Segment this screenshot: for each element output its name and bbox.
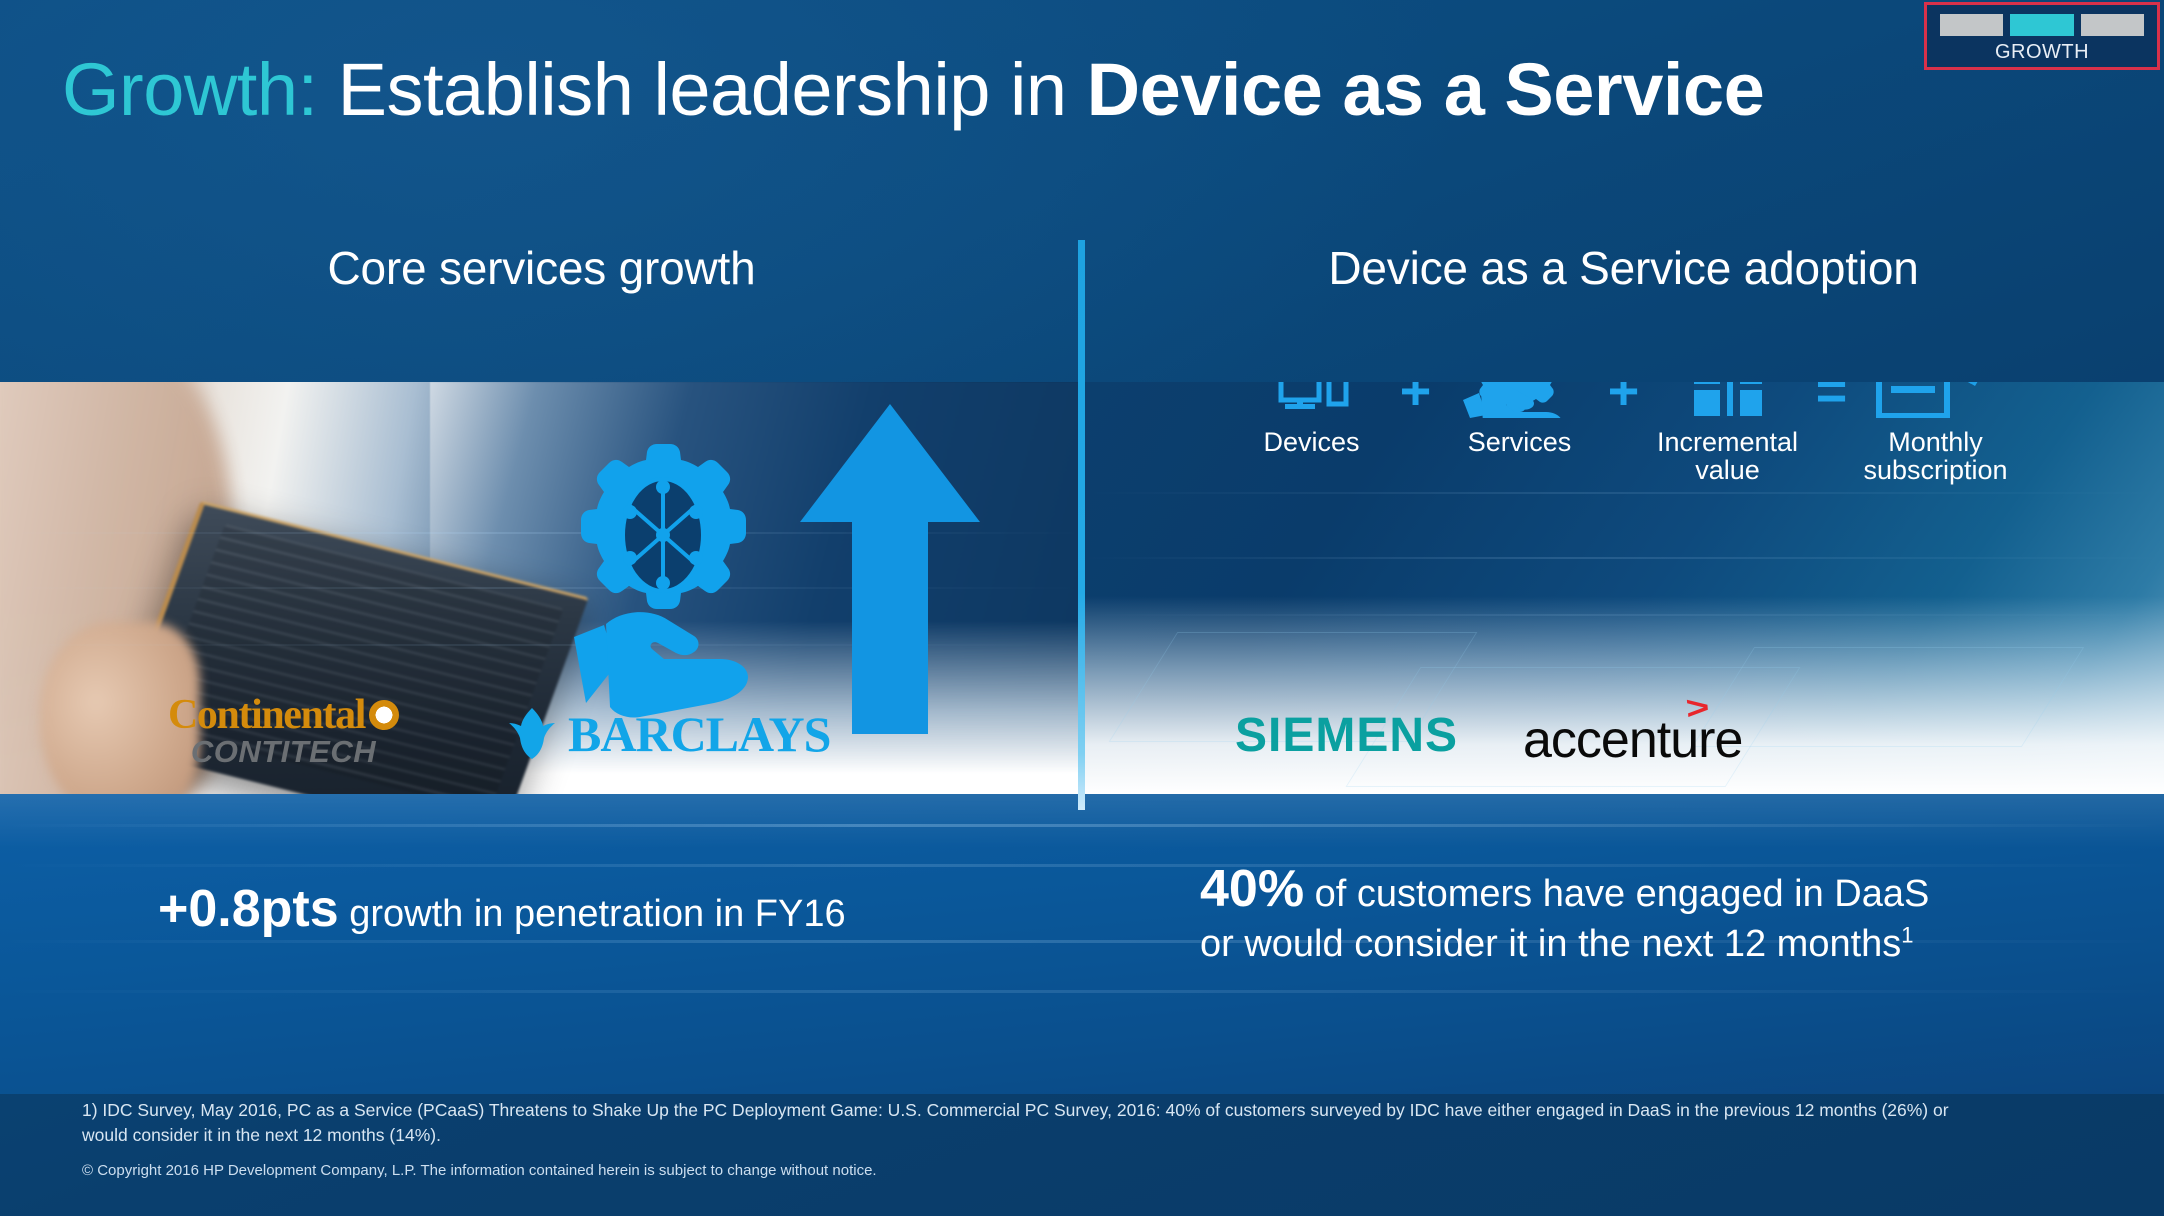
footnotes: 1) IDC Survey, May 2016, PC as a Service…: [82, 1098, 1982, 1179]
light-streak: [0, 587, 1083, 589]
monthly-line1: Monthly: [1888, 427, 1983, 457]
stat-left-value: +0.8pts: [158, 880, 339, 938]
growth-badge: GROWTH: [1924, 2, 2160, 70]
title-emphasis: Device as a Service: [1086, 48, 1765, 131]
light-streak: [0, 644, 1083, 646]
right-media-panel: Devices +: [1083, 382, 2164, 794]
daas-operator-equals: =: [1815, 382, 1848, 421]
badge-bar-1: [1940, 14, 2004, 36]
media-band: Continental CONTITECH BARCLAYS: [0, 382, 2164, 794]
daas-equation: Devices +: [1083, 382, 2164, 548]
stat-left-text: growth in penetration in FY16: [338, 893, 846, 935]
continental-wordmark: Continental: [168, 694, 399, 736]
daas-label-incremental-value: Incremental value: [1653, 428, 1803, 485]
accenture-text: > accenture: [1523, 690, 1743, 769]
barclays-text: BARCLAYS: [568, 706, 831, 762]
daas-item-services: Services: [1445, 382, 1595, 456]
logo-accenture: > accenture: [1523, 690, 1743, 769]
siemens-text: SIEMENS: [1235, 709, 1459, 762]
daas-label-devices: Devices: [1263, 427, 1360, 457]
invoice-money-icon: [1861, 382, 2011, 418]
barclays-eagle-icon: [509, 708, 555, 759]
up-arrow-icon: [800, 404, 980, 734]
stats-streak: [0, 864, 2164, 867]
accenture-caret-icon: >: [1684, 689, 1710, 727]
daas-operator-plus-2: +: [1607, 382, 1640, 421]
daas-item-incremental-value: Incremental value: [1653, 382, 1803, 485]
daas-item-monthly-subscription: Monthly subscription: [1861, 382, 2011, 485]
left-media-panel: Continental CONTITECH BARCLAYS: [0, 382, 1083, 794]
page-title: Growth: Establish leadership in Device a…: [62, 52, 1765, 127]
title-keyword: Growth:: [62, 48, 318, 131]
light-streak: [0, 532, 1083, 534]
stats-streak: [0, 940, 2164, 943]
logo-siemens: SIEMENS: [1235, 712, 1458, 760]
growth-badge-bars: [1927, 5, 2157, 36]
footnote-source: 1) IDC Survey, May 2016, PC as a Service…: [82, 1100, 1949, 1145]
invoice-money-icon-svg: [1875, 382, 1977, 418]
light-streak: [1083, 557, 2164, 559]
monthly-line2: subscription: [1863, 455, 2008, 486]
daas-operator-plus-1: +: [1399, 382, 1432, 421]
stats-streak: [0, 990, 2164, 993]
copyright-notice: © Copyright 2016 HP Development Company,…: [82, 1161, 877, 1179]
contitech-text: CONTITECH: [190, 734, 377, 769]
light-streak: [1083, 492, 2164, 494]
gift-icon-svg: [1693, 382, 1764, 418]
logo-barclays: BARCLAYS: [508, 706, 831, 762]
devices-icon: [1237, 382, 1387, 418]
badge-bar-3: [2080, 14, 2144, 36]
stat-right-line2: or would consider it in the next 12 mont…: [1200, 923, 1902, 966]
accenture-wordmark: accenture: [1523, 711, 1743, 769]
right-column-heading: Device as a Service adoption: [1328, 242, 1919, 294]
daas-item-devices: Devices: [1237, 382, 1387, 456]
title-middle: Establish leadership in: [317, 48, 1087, 131]
badge-bar-2: [2010, 14, 2074, 36]
daas-label-monthly-subscription: Monthly subscription: [1861, 428, 2011, 485]
gift-icon: [1653, 382, 1803, 418]
stats-band: [0, 794, 2164, 1094]
logo-continental-contitech: Continental CONTITECH: [168, 694, 399, 770]
hand-gear-icon: [574, 444, 748, 718]
devices-icon-svg: [1278, 382, 1348, 409]
daas-label-services: Services: [1467, 427, 1572, 457]
light-streak: [1083, 614, 2164, 616]
stat-right-superscript: 1: [1901, 922, 1914, 948]
column-divider: [1078, 240, 1085, 810]
hand-gear-icon-svg: [1462, 382, 1560, 418]
left-logo-row: Continental CONTITECH BARCLAYS: [0, 684, 1083, 776]
stat-right-column: 40% of customers have engaged in DaaS or …: [1200, 858, 1929, 968]
stats-streak: [0, 824, 2164, 827]
continental-text: Continental: [168, 692, 366, 738]
stat-right-line1: of customers have engaged in DaaS: [1304, 873, 1930, 915]
right-logo-row: SIEMENS > accenture: [1083, 684, 2164, 776]
stat-right-value: 40%: [1200, 860, 1305, 918]
hand-photo: [40, 622, 200, 794]
stat-left-column: +0.8pts growth in penetration in FY16: [158, 878, 846, 941]
hand-gear-icon: [1445, 382, 1595, 418]
continental-horse-icon: [368, 700, 399, 730]
incremental-line1: Incremental: [1656, 427, 1799, 457]
incremental-line2: value: [1695, 455, 1760, 486]
left-column-heading: Core services growth: [327, 242, 756, 294]
growth-badge-label: GROWTH: [1994, 41, 2090, 63]
